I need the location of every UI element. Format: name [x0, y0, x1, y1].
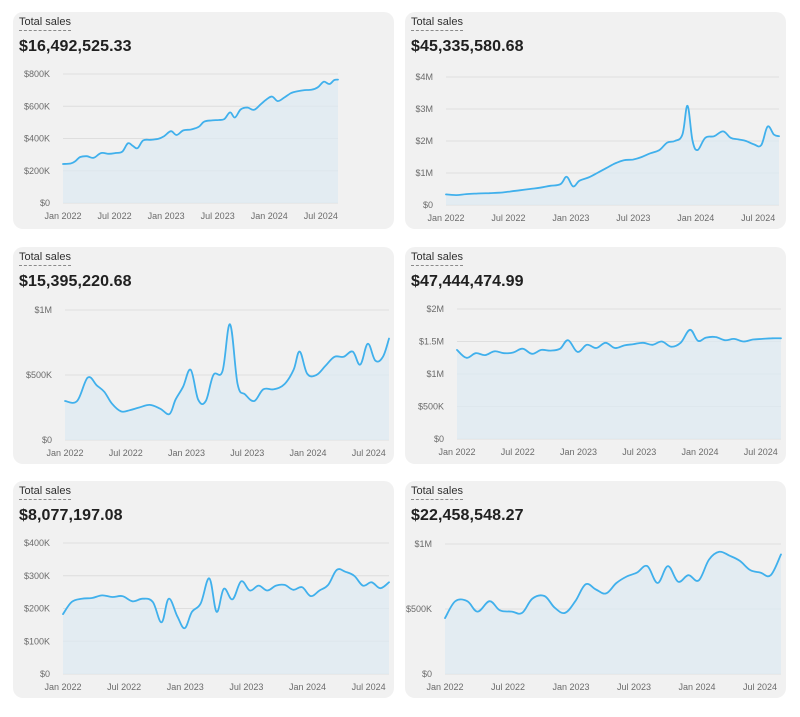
x-tick-label: Jan 2023 [168, 448, 205, 458]
sales-line-chart: $0 $100K $200K $300K $400K Jan 2022 Jul 2022 Ja… [24, 538, 390, 692]
y-tick-label: $3M [415, 104, 433, 114]
x-tick-label: Jul 2022 [109, 448, 143, 458]
x-tick-label: Jul 2024 [741, 213, 775, 223]
x-tick-label: Jan 2023 [167, 682, 204, 692]
chart-card-3: Total sales $15,395,220.68 $0 $500K $1M Jan… [13, 247, 394, 464]
x-tick-label: Jul 2023 [617, 682, 651, 692]
x-tick-label: Jan 2023 [552, 682, 589, 692]
y-tick-label: $0 [42, 435, 52, 445]
chart-card-4: Total sales $47,444,474.99 $0 $500K $1M $1.… [405, 247, 786, 464]
series-area [445, 551, 781, 674]
x-tick-label: Jul 2023 [229, 682, 263, 692]
series-area [63, 569, 389, 674]
series-line [445, 104, 780, 196]
x-tick-label: Jul 2022 [501, 447, 535, 457]
x-tick-label: Jul 2023 [201, 211, 235, 221]
series-area [457, 329, 781, 439]
x-tick-label: Jul 2022 [491, 213, 525, 223]
x-tick-label: Jan 2024 [251, 211, 288, 221]
y-tick-label: $4M [415, 72, 433, 82]
sales-line-chart: $0 $500K $1M $1.5M $2M Jan 2022 Jul 2022 Jan 20… [418, 304, 782, 457]
y-tick-label: $1.5M [419, 337, 444, 347]
y-tick-label: $800K [24, 69, 50, 79]
x-tick-label: Jul 2024 [744, 447, 778, 457]
x-tick-label: Jan 2024 [289, 682, 326, 692]
x-tick-label: Jul 2024 [352, 682, 386, 692]
x-tick-label: Jan 2022 [438, 447, 475, 457]
y-tick-label: $200K [24, 604, 50, 614]
card-title: Total sales [19, 251, 71, 266]
series-line [62, 568, 390, 630]
chart-card-6: Total sales $22,458,548.27 $0 $500K $1M Jan… [405, 481, 786, 698]
series-line [64, 323, 390, 416]
y-tick-label: $1M [415, 168, 433, 178]
y-tick-label: $200K [24, 166, 50, 176]
total-value: $15,395,220.68 [19, 273, 132, 290]
sales-line-chart: $0 $500K $1M Jan 2022 Jul 2022 Jan 2023 Jul 20… [406, 539, 782, 692]
series-line [62, 78, 339, 165]
y-tick-label: $1M [34, 305, 52, 315]
x-tick-label: Jan 2022 [44, 682, 81, 692]
y-tick-label: $0 [434, 434, 444, 444]
x-tick-label: Jul 2022 [491, 682, 525, 692]
y-tick-label: $500K [418, 402, 444, 412]
x-tick-label: Jul 2024 [743, 682, 777, 692]
x-tick-label: Jan 2022 [427, 213, 464, 223]
x-tick-label: Jul 2022 [107, 682, 141, 692]
card-title: Total sales [19, 16, 71, 31]
x-tick-label: Jan 2023 [552, 213, 589, 223]
y-tick-label: $100K [24, 636, 50, 646]
x-tick-label: Jul 2024 [304, 211, 338, 221]
sales-line-chart: $0 $1M $2M $3M $4M Jan 2022 Jul 2022 Jan 2023 Ju… [415, 72, 780, 223]
x-tick-label: Jan 2022 [46, 448, 83, 458]
y-tick-label: $500K [26, 370, 52, 380]
y-tick-label: $1M [426, 369, 444, 379]
y-tick-label: $600K [24, 101, 50, 111]
x-tick-label: Jan 2024 [681, 447, 718, 457]
x-tick-label: Jul 2024 [352, 448, 386, 458]
card-title: Total sales [411, 485, 463, 500]
x-tick-label: Jan 2024 [289, 448, 326, 458]
total-value: $8,077,197.08 [19, 507, 123, 524]
y-tick-label: $400K [24, 134, 50, 144]
x-tick-label: Jul 2023 [622, 447, 656, 457]
y-tick-label: $0 [40, 198, 50, 208]
series-line [456, 328, 782, 359]
x-tick-label: Jan 2022 [44, 211, 81, 221]
y-tick-label: $1M [414, 539, 432, 549]
y-tick-label: $0 [422, 669, 432, 679]
total-value: $16,492,525.33 [19, 38, 132, 55]
x-tick-label: Jul 2022 [98, 211, 132, 221]
chart-card-1: Total sales $16,492,525.33 $0 $200K $400K $… [13, 12, 394, 229]
sales-line-chart: $0 $200K $400K $600K $800K Jan 2022 Jul 2022 Ja… [24, 69, 339, 221]
x-tick-label: Jan 2024 [677, 213, 714, 223]
series-line [444, 550, 782, 619]
x-tick-label: Jan 2024 [678, 682, 715, 692]
y-tick-label: $2M [426, 304, 444, 314]
chart-card-2: Total sales $45,335,580.68 $0 $1M $2M $3M $4… [405, 12, 786, 229]
total-value: $45,335,580.68 [411, 38, 524, 55]
x-tick-label: Jul 2023 [230, 448, 264, 458]
y-tick-label: $300K [24, 571, 50, 581]
x-tick-label: Jan 2023 [148, 211, 185, 221]
y-tick-label: $500K [406, 604, 432, 614]
y-tick-label: $0 [423, 200, 433, 210]
series-area [63, 79, 338, 203]
chart-card-5: Total sales $8,077,197.08 $0 $100K $200K $3… [13, 481, 394, 698]
total-value: $22,458,548.27 [411, 507, 524, 524]
total-value: $47,444,474.99 [411, 273, 524, 290]
y-tick-label: $2M [415, 136, 433, 146]
card-title: Total sales [411, 251, 463, 266]
series-area [446, 105, 779, 205]
x-tick-label: Jan 2023 [560, 447, 597, 457]
card-title: Total sales [411, 16, 463, 31]
x-tick-label: Jul 2023 [616, 213, 650, 223]
sales-line-chart: $0 $500K $1M Jan 2022 Jul 2022 Jan 2023 Jul 20… [26, 305, 390, 458]
series-area [65, 324, 389, 440]
y-tick-label: $400K [24, 538, 50, 548]
x-tick-label: Jan 2022 [426, 682, 463, 692]
card-title: Total sales [19, 485, 71, 500]
y-tick-label: $0 [40, 669, 50, 679]
